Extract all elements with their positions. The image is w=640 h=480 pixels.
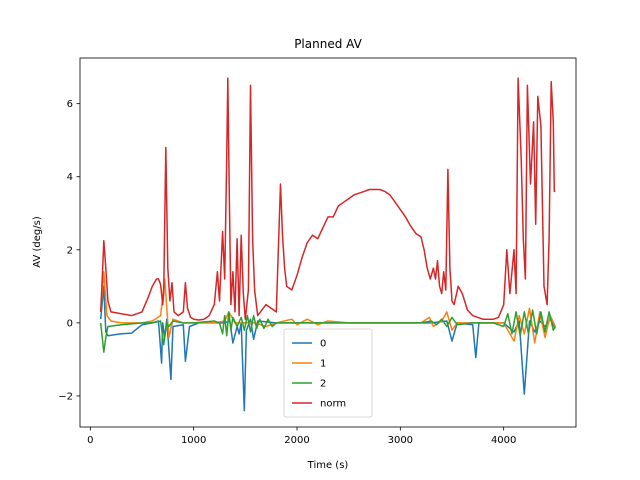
legend-label-0: 0 xyxy=(320,339,326,350)
legend: 0 1 2 norm xyxy=(283,328,373,418)
chart-title: Planned AV xyxy=(294,37,362,51)
series-line-2 xyxy=(99,309,556,353)
axes-frame xyxy=(79,57,577,428)
series-line-norm xyxy=(99,77,556,321)
x-tick-label: 3000 xyxy=(388,435,413,446)
x-tick-label: 1000 xyxy=(181,435,206,446)
legend-label-2: 2 xyxy=(320,379,326,390)
plot-area xyxy=(99,77,556,412)
y-tick-label: 4 xyxy=(67,172,73,183)
legend-label-norm: norm xyxy=(320,399,346,410)
x-tick-label: 4000 xyxy=(491,435,516,446)
legend-label-1: 1 xyxy=(320,359,326,370)
y-axis-label: AV (deg/s) xyxy=(32,216,43,268)
y-tick-label: 2 xyxy=(67,245,73,256)
legend-box xyxy=(283,328,373,418)
y-tick-label: 6 xyxy=(67,99,73,110)
x-tick-label: 0 xyxy=(87,435,93,446)
x-axis-label: Time (s) xyxy=(307,460,349,471)
y-tick-label: 0 xyxy=(67,318,73,329)
x-axis-ticks: 0 1000 2000 3000 4000 xyxy=(87,427,516,446)
x-tick-label: 2000 xyxy=(284,435,309,446)
series-layer xyxy=(99,77,556,412)
series-line-0 xyxy=(99,285,556,412)
y-axis-ticks: −2 0 2 4 6 xyxy=(58,99,80,402)
y-tick-label: −2 xyxy=(58,391,73,402)
